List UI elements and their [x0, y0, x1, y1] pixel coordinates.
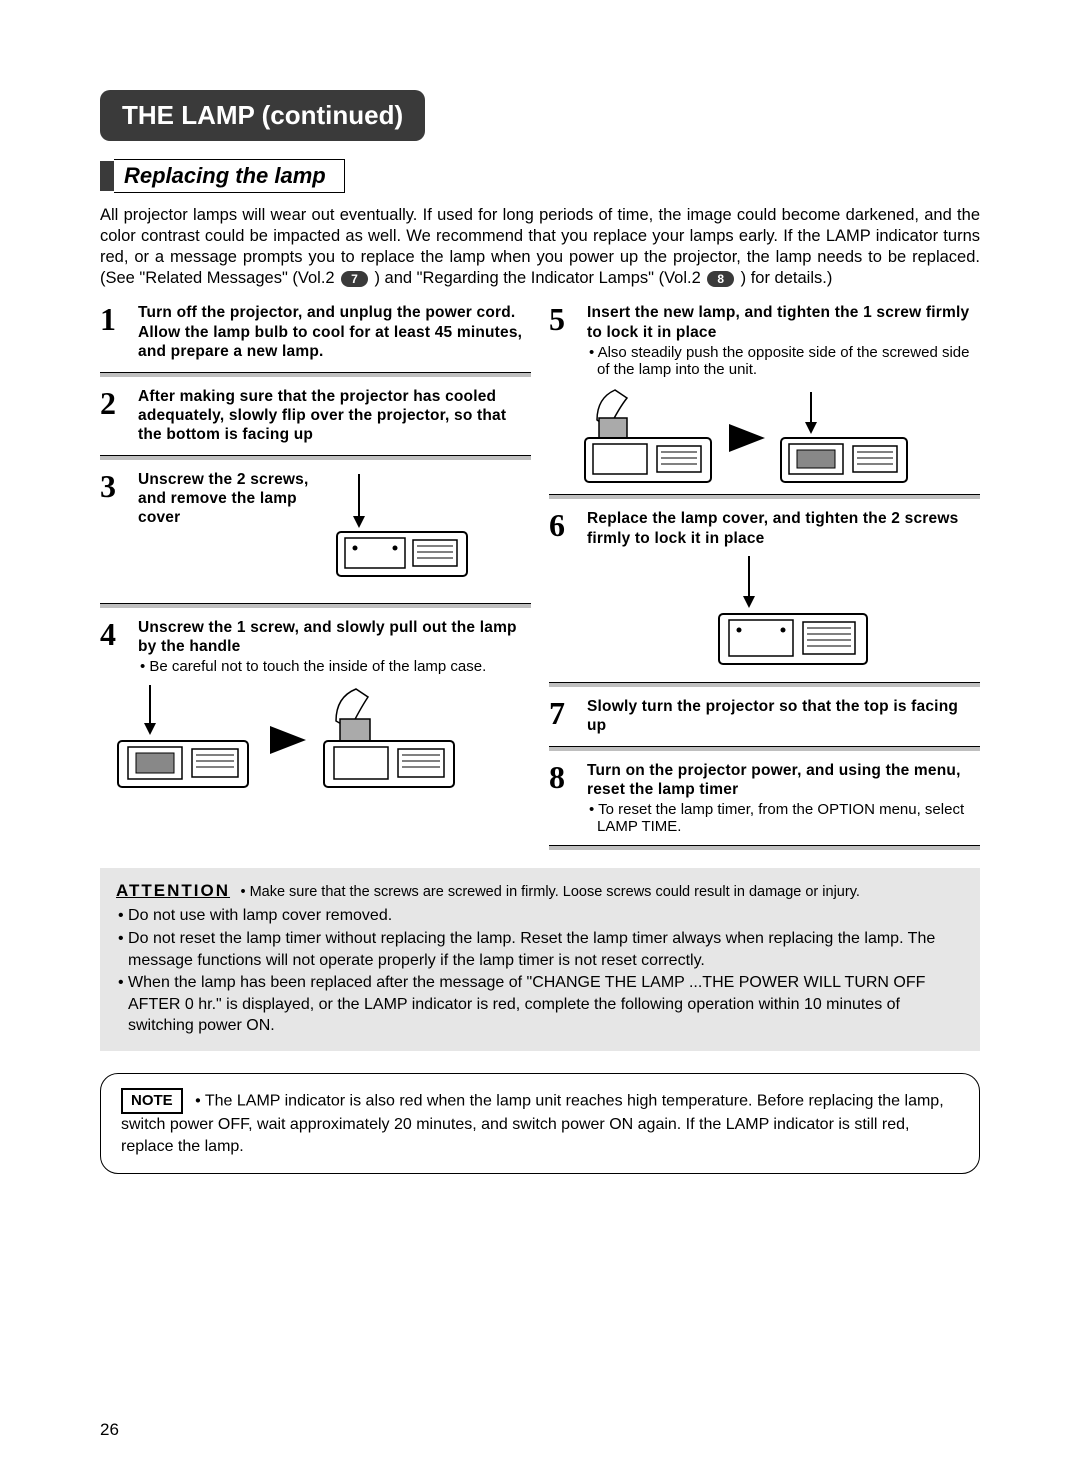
step-divider — [549, 682, 980, 687]
step-bullet: • Be careful not to touch the inside of … — [138, 658, 531, 675]
projector-illustration — [579, 388, 719, 488]
ref-pill-8: 8 — [707, 271, 734, 287]
attention-item: • Do not reset the lamp timer without re… — [116, 928, 964, 971]
step-divider — [549, 494, 980, 499]
step-title: Insert the new lamp, and tighten the 1 s… — [587, 303, 980, 342]
step-2: 2 After making sure that the projector h… — [100, 381, 531, 449]
ref-pill-7: 7 — [341, 271, 368, 287]
steps-columns: 1 Turn off the projector, and unplug the… — [100, 297, 980, 854]
step-bullet: • Also steadily push the opposite side o… — [587, 344, 980, 378]
step-title: After making sure that the projector has… — [138, 387, 531, 445]
note-label: NOTE — [121, 1088, 183, 1114]
step-7: 7 Slowly turn the projector so that the … — [549, 691, 980, 740]
attention-list: • Do not use with lamp cover removed. • … — [116, 905, 964, 1037]
step5-illustration-row — [549, 388, 980, 488]
step6-illustration — [549, 556, 980, 676]
step-num: 7 — [549, 697, 577, 736]
attention-box: ATTENTION • Make sure that the screws ar… — [100, 868, 980, 1051]
step-bullet: • To reset the lamp timer, from the OPTI… — [587, 801, 980, 835]
step-title: Slowly turn the projector so that the to… — [587, 697, 980, 736]
subsection-row: Replacing the lamp — [100, 159, 980, 193]
step4-illustration-row — [100, 685, 531, 795]
step-divider — [549, 746, 980, 751]
step-num: 4 — [100, 618, 128, 676]
subsection-bar — [100, 161, 114, 191]
step-title: Replace the lamp cover, and tighten the … — [587, 509, 980, 548]
section-header: THE LAMP (continued) — [100, 90, 425, 141]
step-3: 3 Unscrew the 2 screws, and remove the l… — [100, 464, 531, 597]
step-num: 8 — [549, 761, 577, 836]
left-column: 1 Turn off the projector, and unplug the… — [100, 297, 531, 854]
note-text: • The LAMP indicator is also red when th… — [121, 1092, 944, 1154]
projector-illustration — [316, 685, 466, 795]
step-4: 4 Unscrew the 1 screw, and slowly pull o… — [100, 612, 531, 680]
attention-item: • When the lamp has been replaced after … — [116, 972, 964, 1037]
projector-illustration — [775, 388, 915, 488]
step-title: Turn off the projector, and unplug the p… — [138, 303, 531, 361]
page-number: 26 — [100, 1420, 119, 1440]
step-divider — [100, 372, 531, 377]
step-num: 2 — [100, 387, 128, 445]
subsection-title: Replacing the lamp — [114, 159, 345, 193]
intro-paragraph: All projector lamps will wear out eventu… — [100, 205, 980, 289]
note-box: NOTE • The LAMP indicator is also red wh… — [100, 1073, 980, 1174]
step-divider — [100, 603, 531, 608]
step-title: Unscrew the 1 screw, and slowly pull out… — [138, 618, 531, 657]
projector-illustration — [110, 685, 260, 795]
step-num: 1 — [100, 303, 128, 361]
step-num: 6 — [549, 509, 577, 548]
attention-first: • Make sure that the screws are screwed … — [240, 884, 859, 900]
attention-item: • Do not use with lamp cover removed. — [116, 905, 964, 927]
right-column: 5 Insert the new lamp, and tighten the 1… — [549, 297, 980, 854]
step-title: Turn on the projector power, and using t… — [587, 761, 980, 800]
arrow-icon — [270, 726, 306, 754]
arrow-icon — [729, 424, 765, 452]
attention-label: ATTENTION — [116, 881, 230, 900]
step-divider — [549, 845, 980, 850]
step-title: Unscrew the 2 screws, and remove the lam… — [138, 470, 315, 593]
intro-text-b: ) and "Regarding the Indicator Lamps" (V… — [370, 269, 706, 287]
step-1: 1 Turn off the projector, and unplug the… — [100, 297, 531, 365]
step-num: 3 — [100, 470, 128, 593]
step3-illustration — [329, 474, 479, 589]
step-num: 5 — [549, 303, 577, 378]
step-6: 6 Replace the lamp cover, and tighten th… — [549, 503, 980, 552]
intro-text-c: ) for details.) — [736, 269, 832, 287]
step-5: 5 Insert the new lamp, and tighten the 1… — [549, 297, 980, 382]
step-8: 8 Turn on the projector power, and using… — [549, 755, 980, 840]
step-divider — [100, 455, 531, 460]
